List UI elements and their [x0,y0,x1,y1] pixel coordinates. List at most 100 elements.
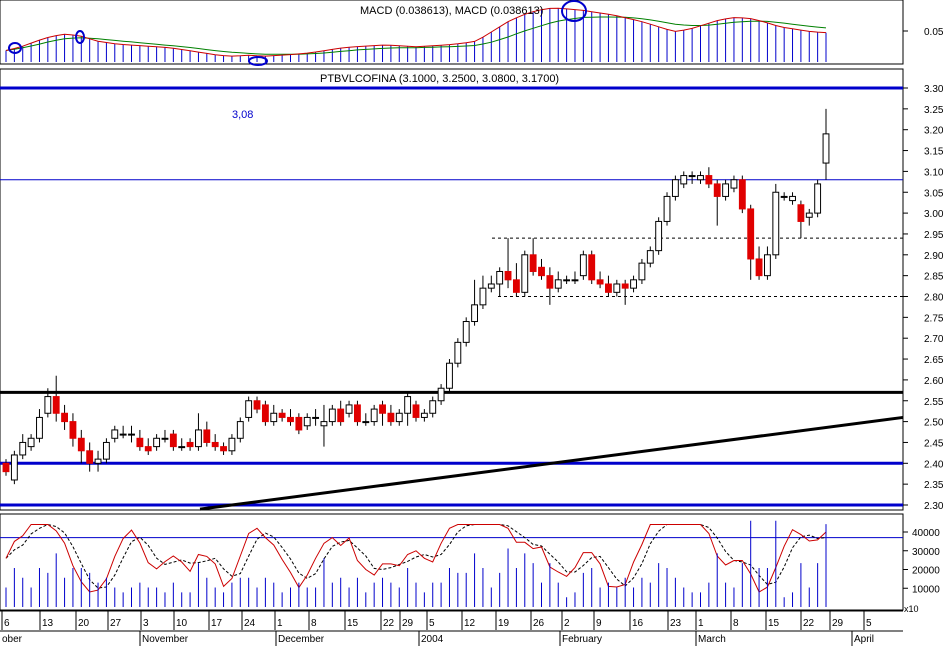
candle-body [136,437,144,448]
price-tick-label: 3.20 [924,126,944,137]
x-day-label: 29 [402,618,414,629]
candle-body [730,179,738,189]
candle-body [178,446,186,449]
candle-body [253,400,261,410]
candle-body [102,441,110,460]
candle-body [77,437,85,452]
candle-body [345,404,353,414]
price-tick-label: 2.30 [924,501,944,512]
x-month-label: 2004 [421,634,444,645]
candle-body [797,204,805,222]
candle-body [153,437,161,448]
price-tick-label: 2.85 [924,272,944,283]
candle-body [27,437,35,448]
candle-body [705,175,713,185]
macd-marker [561,0,587,22]
candle-body [529,254,537,272]
x-day-label: 19 [498,618,510,629]
axis-layer: 3.30 3.25 3.20 3.15 3.10 3.05 3.00 2.95 2.90 2.85… [0,27,944,646]
candle-body [713,183,721,197]
price-tick-label: 2.65 [924,355,944,366]
price-tick-label: 2.75 [924,313,944,324]
candle-body [613,283,621,293]
macd-marker [248,56,268,66]
candle-body [228,437,236,452]
candle-body [563,279,571,282]
candle-body [554,279,562,289]
macd-signal-line [5,16,827,55]
candle-body [119,433,127,436]
candle-body [479,287,487,306]
candle-body [211,441,219,448]
price-tick-label: 2.70 [924,334,944,345]
candle-body [236,421,244,439]
price-tick-label: 2.90 [924,251,944,262]
candle-body [36,416,43,439]
candle-body [395,412,403,423]
volume-unit-label: x10 [904,604,919,614]
candle-body [605,283,612,293]
candle-body [454,341,462,364]
price-tick-label: 2.45 [924,438,944,449]
macd-marker [75,30,85,44]
candle-body [303,416,311,427]
macd-title: MACD (0.038613), MACD (0.038613) [360,5,543,17]
candle-body [571,279,579,282]
candle-body [655,220,663,252]
candle-body [755,258,763,277]
price-tick-label: 2.35 [924,480,944,491]
x-day-label: 20 [78,618,90,629]
x-day-label: 8 [311,618,317,629]
candle-body [512,279,520,293]
candle-body [320,421,328,427]
price-tick-label: 3.30 [924,84,944,95]
candle-body [521,254,529,293]
x-day-label: 29 [832,618,844,629]
x-day-label: 15 [768,618,780,629]
x-day-label: 15 [347,618,359,629]
candle-body [278,412,286,418]
price-tick-label: 2.60 [924,376,944,387]
x-day-label: 12 [464,618,476,629]
candle-body [379,404,386,414]
candle-body [764,254,771,277]
volume-tick-label: 10000 [912,584,940,595]
candle-body [772,191,780,256]
candle-body [203,429,211,443]
price-annotation: 3,08 [232,109,253,121]
candle-body [144,446,152,452]
x-month-label: ober [2,634,23,645]
candle-body [261,404,269,423]
price-layer [0,86,904,511]
candle-body [487,283,495,289]
price-panel-frame [0,68,904,511]
x-day-label: 22 [383,618,395,629]
candle-body [354,404,361,423]
candle-body [412,404,420,418]
candle-body [10,454,18,481]
price-tick-label: 3.25 [924,105,944,116]
candle-body [630,279,637,289]
candle-body [69,421,77,439]
candle-body [496,270,504,285]
macd-layer [5,0,827,66]
candle-body [596,279,604,285]
candle-body [789,195,796,202]
x-day-label: 22 [803,618,815,629]
candle-body [186,441,194,448]
x-day-label: 5 [866,618,872,629]
x-day-label: 2 [564,618,570,629]
candle-body [722,183,730,197]
candle-body [128,433,135,436]
candle-body [195,429,202,448]
candle-body [688,175,696,178]
candle-body [86,450,94,464]
volume-tick-label: 20000 [912,566,940,577]
x-month-label: December [278,634,325,645]
candle-body [738,179,746,210]
x-day-label: 1 [698,618,704,629]
candle-body [287,416,294,423]
x-day-label: 17 [211,618,223,629]
candle-body [437,387,445,402]
